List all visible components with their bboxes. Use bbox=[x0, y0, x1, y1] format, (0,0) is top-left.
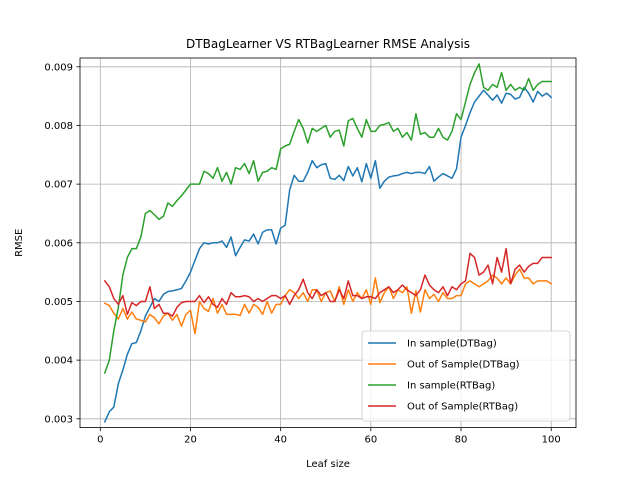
x-axis-label: Leaf size bbox=[306, 459, 350, 470]
legend-label-2: Out of Sample(DTBag) bbox=[407, 360, 520, 371]
legend-label-1: In sample(DTBag) bbox=[407, 339, 497, 350]
chart-title: DTBagLearner VS RTBagLearner RMSE Analys… bbox=[186, 37, 470, 51]
x-tick-label: 20 bbox=[184, 435, 197, 446]
x-tick-label: 80 bbox=[455, 435, 468, 446]
y-tick-label: 0.008 bbox=[44, 121, 73, 132]
series-line-3 bbox=[103, 63, 552, 374]
y-tick-label: 0.009 bbox=[44, 62, 73, 73]
series-line-2 bbox=[103, 268, 553, 335]
legend-label-3: In sample(RTBag) bbox=[407, 381, 495, 392]
legend-label-4: Out of Sample(RTBag) bbox=[407, 402, 518, 413]
legend: In sample(DTBag) Out of Sample(DTBag) In s… bbox=[361, 330, 571, 422]
y-tick-label: 0.004 bbox=[44, 356, 73, 367]
series-lines bbox=[103, 63, 553, 423]
axis-ticks: 0 20 40 60 80 100 0.003 0.004 0.005 0.006 0.007 0.0… bbox=[44, 62, 560, 445]
y-tick-label: 0.007 bbox=[44, 180, 73, 191]
y-axis-label: RMSE bbox=[14, 229, 25, 257]
y-tick-label: 0.005 bbox=[44, 297, 73, 308]
legend-frame bbox=[361, 330, 571, 422]
y-tick-label: 0.003 bbox=[44, 414, 73, 425]
x-tick-label: 100 bbox=[542, 435, 561, 446]
y-tick-label: 0.006 bbox=[44, 238, 73, 249]
series-line-4 bbox=[103, 247, 552, 317]
series-line-1 bbox=[103, 86, 553, 423]
x-tick-label: 40 bbox=[274, 435, 287, 446]
x-tick-label: 60 bbox=[364, 435, 377, 446]
x-tick-label: 0 bbox=[97, 435, 103, 446]
